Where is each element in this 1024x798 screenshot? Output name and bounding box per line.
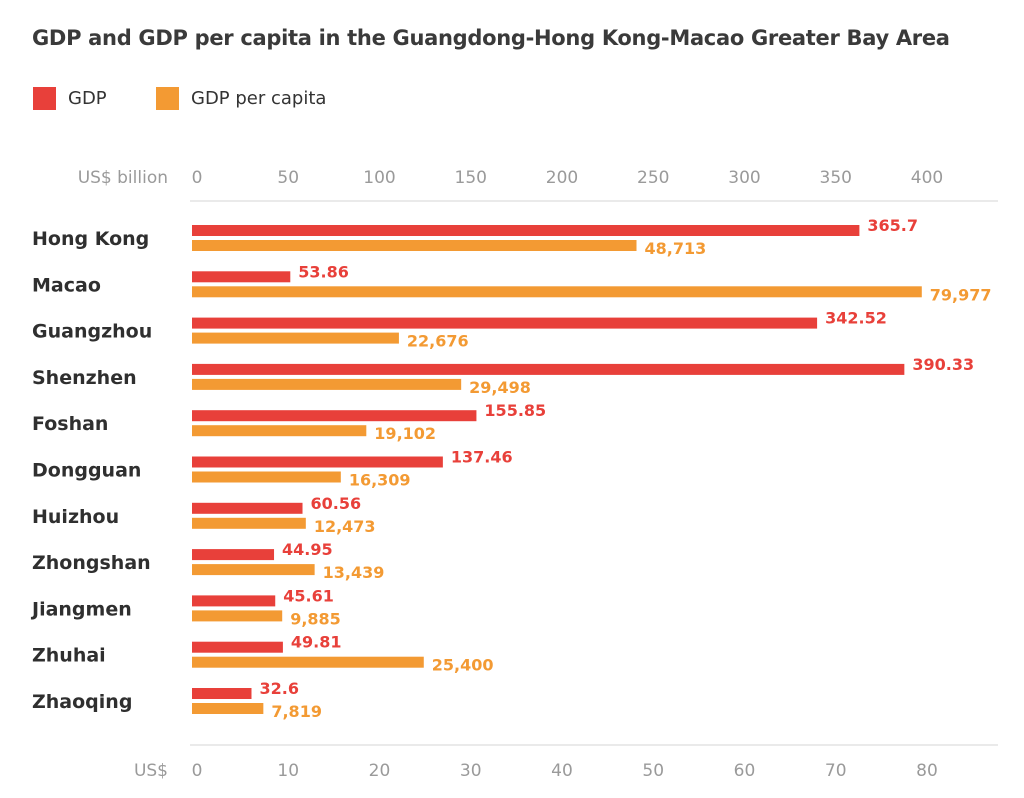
category-label-zhongshan: Zhongshan <box>32 552 151 574</box>
bar-gdp-per-capita-guangzhou <box>192 332 399 344</box>
data-label-gdp-per-capita-shenzhen: 29,498 <box>469 378 531 397</box>
top-axis-tick: 350 <box>820 168 852 188</box>
top-axis-label: US$ billion <box>78 168 168 188</box>
bar-gdp-dongguan <box>192 456 443 468</box>
legend-gdp: GDP <box>33 86 107 110</box>
bottom-axis-tick: 50 <box>642 761 664 781</box>
bottom-axis-tick: 10 <box>277 761 299 781</box>
bar-gdp-per-capita-shenzhen <box>192 378 462 390</box>
category-label-macao: Macao <box>32 274 101 296</box>
bar-gdp-hong-kong <box>192 225 860 236</box>
bar-gdp-jiangmen <box>192 595 276 607</box>
bar-gdp-guangzhou <box>192 317 818 329</box>
data-label-gdp-per-capita-guangzhou: 22,676 <box>407 332 469 351</box>
bar-gdp-per-capita-hong-kong <box>192 240 637 251</box>
bar-gdp-per-capita-macao <box>192 286 922 298</box>
bar-gdp-huizhou <box>192 502 303 514</box>
top-axis-tick: 300 <box>728 168 760 188</box>
bar-gdp-zhuhai <box>192 641 283 653</box>
bottom-axis-tick: 70 <box>825 761 847 781</box>
bottom-axis-tick: 30 <box>460 761 482 781</box>
bottom-axis-tick: 40 <box>551 761 573 781</box>
category-label-jiangmen: Jiangmen <box>30 598 132 620</box>
data-label-gdp-per-capita-zhuhai: 25,400 <box>432 656 494 675</box>
category-label-foshan: Foshan <box>32 413 108 435</box>
data-label-gdp-per-capita-huizhou: 12,473 <box>314 517 376 536</box>
data-label-gdp-hong-kong: 365.7 <box>867 216 918 235</box>
bar-gdp-macao <box>192 271 291 283</box>
category-label-zhuhai: Zhuhai <box>32 645 106 667</box>
category-label-zhaoqing: Zhaoqing <box>32 691 132 713</box>
category-label-dongguan: Dongguan <box>32 460 141 482</box>
top-axis-tick: 200 <box>546 168 578 188</box>
category-label-huizhou: Huizhou <box>32 506 119 528</box>
data-label-gdp-huizhou: 60.56 <box>311 494 362 513</box>
data-label-gdp-per-capita-zhaoqing: 7,819 <box>271 702 322 721</box>
bottom-axis-tick: 0 <box>192 761 203 781</box>
bottom-axis-tick: 20 <box>369 761 391 781</box>
data-label-gdp-zhuhai: 49.81 <box>291 633 342 652</box>
bottom-axis-label: US$ <box>134 761 168 781</box>
bar-gdp-zhaoqing <box>192 688 252 699</box>
legend-label-gdp-per-capita: GDP per capita <box>191 87 327 109</box>
bar-gdp-per-capita-dongguan <box>192 471 341 483</box>
bar-gdp-zhongshan <box>192 549 275 561</box>
data-label-gdp-zhongshan: 44.95 <box>282 540 333 559</box>
data-label-gdp-jiangmen: 45.61 <box>283 586 334 605</box>
top-axis-tick: 150 <box>455 168 487 188</box>
top-axis-tick: 250 <box>637 168 669 188</box>
bar-gdp-foshan <box>192 410 477 422</box>
chart-title: GDP and GDP per capita in the Guangdong-… <box>32 26 950 50</box>
data-label-gdp-per-capita-hong-kong: 48,713 <box>645 239 707 258</box>
top-axis-tick: 400 <box>911 168 943 188</box>
category-label-guangzhou: Guangzhou <box>32 321 152 343</box>
data-label-gdp-per-capita-jiangmen: 9,885 <box>290 609 341 628</box>
data-label-gdp-shenzhen: 390.33 <box>912 355 974 374</box>
bar-gdp-per-capita-zhongshan <box>192 564 315 576</box>
bar-gdp-per-capita-jiangmen <box>192 610 283 622</box>
data-label-gdp-per-capita-dongguan: 16,309 <box>349 471 411 490</box>
legend-gdp-per-capita: GDP per capita <box>156 86 326 110</box>
data-label-gdp-zhaoqing: 32.6 <box>259 679 298 698</box>
data-label-gdp-foshan: 155.85 <box>484 401 546 420</box>
legend-swatch-gdp-per-capita <box>156 86 179 110</box>
bar-gdp-shenzhen <box>192 363 905 375</box>
category-label-shenzhen: Shenzhen <box>32 367 137 389</box>
bar-gdp-per-capita-zhaoqing <box>192 703 264 714</box>
legend-swatch-gdp <box>33 86 56 110</box>
data-label-gdp-dongguan: 137.46 <box>451 448 513 467</box>
data-label-gdp-per-capita-macao: 79,977 <box>930 285 992 304</box>
top-axis-tick: 100 <box>363 168 395 188</box>
bottom-axis-tick: 60 <box>734 761 756 781</box>
top-axis-tick: 50 <box>277 168 299 188</box>
bar-gdp-per-capita-foshan <box>192 425 367 437</box>
top-axis-tick: 0 <box>192 168 203 188</box>
data-label-gdp-per-capita-zhongshan: 13,439 <box>323 563 385 582</box>
data-label-gdp-per-capita-foshan: 19,102 <box>374 424 436 443</box>
legend-label-gdp: GDP <box>68 87 107 109</box>
bottom-axis-tick: 80 <box>916 761 938 781</box>
bar-gdp-per-capita-huizhou <box>192 517 306 529</box>
bar-gdp-per-capita-zhuhai <box>192 656 424 668</box>
category-label-hong-kong: Hong Kong <box>32 228 149 250</box>
data-label-gdp-macao: 53.86 <box>298 262 349 281</box>
data-label-gdp-guangzhou: 342.52 <box>825 309 887 328</box>
